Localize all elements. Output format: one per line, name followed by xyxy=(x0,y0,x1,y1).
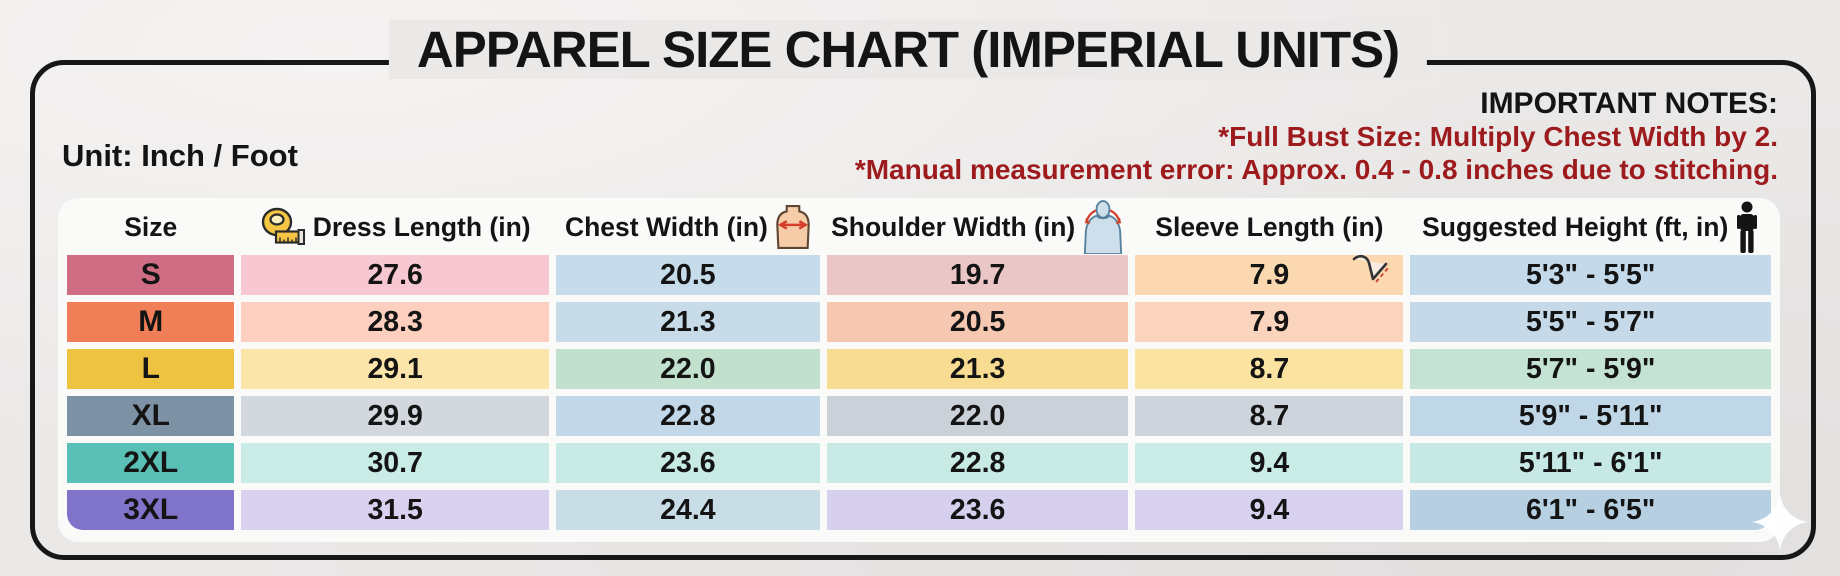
cell-value: 23.6 xyxy=(660,446,716,479)
cell-value: 24.4 xyxy=(660,493,716,526)
page-title: APPAREL SIZE CHART (IMPERIAL UNITS) xyxy=(388,20,1428,79)
cell-value: 22.8 xyxy=(660,399,716,432)
column-header-label: Size xyxy=(124,211,178,242)
note-line-full-bust: *Full Bust Size: Multiply Chest Width by… xyxy=(1218,121,1778,153)
value-cell-s-suggested-height-ft-in: 5'3" - 5'5" xyxy=(1410,255,1771,295)
cell-value: 5'5" - 5'7" xyxy=(1526,305,1656,338)
value-cell-m-dress-length-in: 28.3 xyxy=(241,302,549,342)
cell-value: 7.9 xyxy=(1249,305,1290,338)
size-cell-2xl: 2XL xyxy=(67,443,235,483)
value-cell-l-chest-width-in: 22.0 xyxy=(555,349,820,389)
sleeve-arm-icon xyxy=(1353,254,1391,283)
size-cell-3xl: 3XL xyxy=(67,490,235,530)
value-cell-xl-sleeve-length-in: 8.7 xyxy=(1135,396,1404,436)
cell-value: 5'3" - 5'5" xyxy=(1526,258,1656,291)
page-title-text: APPAREL SIZE CHART (IMPERIAL UNITS) xyxy=(416,21,1400,78)
cell-value: 5'11" - 6'1" xyxy=(1518,446,1663,479)
column-header-label: Dress Length (in) xyxy=(312,211,531,242)
value-cell-3xl-sleeve-length-in: 9.4 xyxy=(1135,490,1404,530)
cell-value: 19.7 xyxy=(949,258,1006,291)
column-header-size: Size xyxy=(67,206,234,248)
column-header-label: Shoulder Width (in) xyxy=(831,211,1076,242)
value-cell-l-dress-length-in: 29.1 xyxy=(241,349,549,389)
value-cell-s-dress-length-in: 27.6 xyxy=(241,255,549,295)
size-cell-xl: XL xyxy=(67,396,235,436)
cell-value: 9.4 xyxy=(1249,493,1290,526)
value-cell-xl-chest-width-in: 22.8 xyxy=(555,396,820,436)
value-cell-3xl-shoulder-width-in: 23.6 xyxy=(826,490,1129,530)
notes-heading: IMPORTANT NOTES: xyxy=(1480,87,1778,120)
person-height-icon xyxy=(1737,201,1758,253)
cell-value: 20.5 xyxy=(949,305,1006,338)
value-cell-m-suggested-height-ft-in: 5'5" - 5'7" xyxy=(1410,302,1771,342)
value-cell-2xl-shoulder-width-in: 22.8 xyxy=(826,443,1129,483)
size-cell-l: L xyxy=(67,349,235,389)
value-cell-3xl-dress-length-in: 31.5 xyxy=(241,490,549,530)
value-cell-3xl-suggested-height-ft-in: 6'1" - 6'5" xyxy=(1410,490,1771,530)
value-cell-2xl-suggested-height-ft-in: 5'11" - 6'1" xyxy=(1410,443,1771,483)
value-cell-2xl-dress-length-in: 30.7 xyxy=(241,443,549,483)
cell-value: 8.7 xyxy=(1249,352,1290,385)
cell-value: 22.0 xyxy=(660,352,716,385)
column-header-chest-width-in: Chest Width (in) xyxy=(556,205,820,249)
shoulder-body-icon xyxy=(1084,200,1123,254)
sparkle-icon xyxy=(1752,494,1808,550)
value-cell-s-shoulder-width-in: 19.7 xyxy=(826,255,1129,295)
cell-value: 27.6 xyxy=(367,258,423,291)
chest-torso-icon xyxy=(776,205,810,249)
cell-value: 22.0 xyxy=(949,399,1006,432)
cell-value: 8.7 xyxy=(1249,399,1290,432)
unit-label: Unit: Inch / Foot xyxy=(62,138,298,173)
column-header-label: Sleeve Length (in) xyxy=(1155,211,1384,242)
value-cell-l-sleeve-length-in: 8.7 xyxy=(1135,349,1404,389)
value-cell-xl-shoulder-width-in: 22.0 xyxy=(826,396,1129,436)
cell-value: 31.5 xyxy=(367,493,423,526)
column-header-dress-length-in: Dress Length (in) xyxy=(241,206,548,248)
size-table: Size Dress Length (in) Chest Width (in) S… xyxy=(58,198,1780,542)
value-cell-m-sleeve-length-in: 7.9 xyxy=(1135,302,1404,342)
column-header-suggested-height-ft-in: Suggested Height (ft, in) xyxy=(1410,201,1771,253)
value-cell-xl-suggested-height-ft-in: 5'9" - 5'11" xyxy=(1410,396,1771,436)
cell-value: 22.8 xyxy=(949,446,1006,479)
cell-value: 23.6 xyxy=(949,493,1006,526)
cell-value: 21.3 xyxy=(660,305,716,338)
note-line-measurement-error: *Manual measurement error: Approx. 0.4 -… xyxy=(854,153,1778,185)
cell-value: 21.3 xyxy=(949,352,1006,385)
value-cell-s-chest-width-in: 20.5 xyxy=(555,255,820,295)
value-cell-2xl-sleeve-length-in: 9.4 xyxy=(1135,443,1404,483)
value-cell-l-suggested-height-ft-in: 5'7" - 5'9" xyxy=(1410,349,1771,389)
value-cell-l-shoulder-width-in: 21.3 xyxy=(826,349,1129,389)
value-cell-m-chest-width-in: 21.3 xyxy=(555,302,820,342)
cell-value: 5'7" - 5'9" xyxy=(1526,352,1656,385)
column-header-sleeve-length-in: Sleeve Length (in) xyxy=(1135,206,1403,248)
value-cell-m-shoulder-width-in: 20.5 xyxy=(826,302,1129,342)
cell-value: 5'9" - 5'11" xyxy=(1518,399,1663,432)
cell-value: 7.9 xyxy=(1249,258,1290,291)
size-cell-m: M xyxy=(67,302,235,342)
value-cell-xl-dress-length-in: 29.9 xyxy=(241,396,549,436)
value-cell-s-sleeve-length-in: 7.9 xyxy=(1135,254,1404,295)
column-header-shoulder-width-in: Shoulder Width (in) xyxy=(827,200,1128,254)
cell-value: 6'1" - 6'5" xyxy=(1526,493,1656,526)
important-notes: IMPORTANT NOTES: *Full Bust Size: Multip… xyxy=(855,86,1778,187)
value-cell-2xl-chest-width-in: 23.6 xyxy=(555,443,820,483)
cell-value: 29.1 xyxy=(367,352,423,385)
cell-value: 30.7 xyxy=(367,446,423,479)
cell-value: 28.3 xyxy=(367,305,423,338)
column-header-label: Chest Width (in) xyxy=(564,211,768,242)
cell-value: 29.9 xyxy=(367,399,423,432)
measuring-tape-icon xyxy=(261,207,305,245)
size-cell-s: S xyxy=(67,255,235,295)
cell-value: 9.4 xyxy=(1249,446,1290,479)
column-header-label: Suggested Height (ft, in) xyxy=(1422,211,1729,242)
value-cell-3xl-chest-width-in: 24.4 xyxy=(555,490,820,530)
cell-value: 20.5 xyxy=(660,258,716,291)
